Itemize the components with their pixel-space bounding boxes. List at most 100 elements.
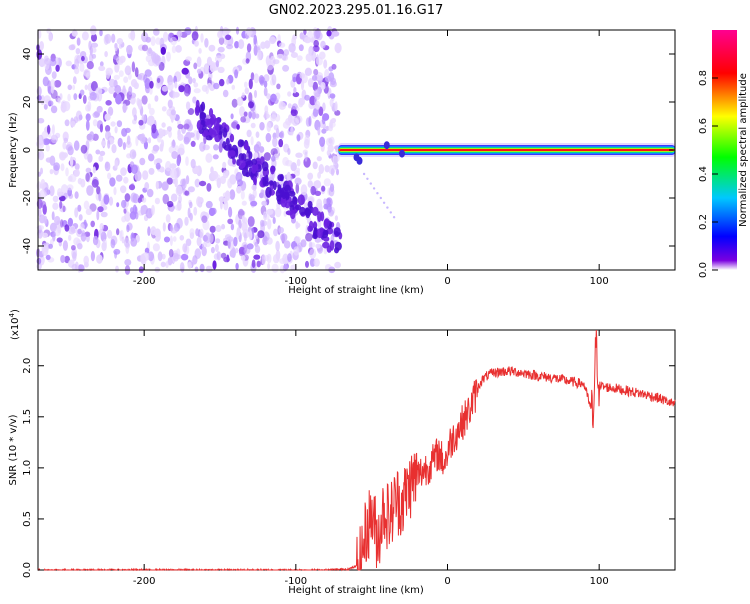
noise-speckle — [132, 193, 140, 204]
noise-speckle — [104, 33, 112, 44]
x-tick-label: -200 — [133, 576, 156, 587]
noise-speckle — [168, 248, 174, 258]
noise-speckle — [98, 229, 104, 236]
noise-speckle — [108, 196, 114, 206]
noise-speckle — [227, 178, 233, 189]
noise-speckle — [38, 58, 46, 68]
noise-speckle — [73, 93, 78, 101]
noise-speckle — [296, 55, 303, 61]
noise-speckle — [155, 162, 161, 170]
noise-speckle — [322, 102, 326, 112]
noise-speckle — [305, 232, 313, 242]
noise-speckle — [307, 172, 314, 180]
noise-speckle — [218, 196, 225, 203]
noise-speckle — [174, 145, 179, 151]
noise-speckle — [311, 36, 315, 42]
noise-speckle — [290, 52, 298, 58]
noise-speckle — [250, 122, 256, 129]
noise-speckle — [107, 106, 114, 117]
noise-speckle — [226, 44, 234, 50]
noise-streak-speckle — [200, 101, 206, 112]
noise-speckle — [187, 207, 191, 219]
noise-speckle — [199, 141, 206, 152]
noise-speckle — [86, 185, 94, 196]
noise-speckle — [67, 84, 73, 91]
noise-speckle — [105, 130, 111, 141]
noise-streak-speckle — [210, 114, 217, 125]
noise-speckle — [265, 111, 269, 119]
noise-speckle — [167, 99, 173, 109]
noise-speckle — [49, 185, 55, 197]
noise-speckle — [203, 63, 210, 75]
noise-speckle — [206, 183, 212, 192]
snr-x-ticks: -200 -100 0 100 — [133, 330, 609, 587]
noise-speckle — [99, 123, 103, 133]
signal-band-layer-5 — [338, 149, 675, 151]
noise-speckle — [271, 74, 277, 86]
noise-streak-speckle — [272, 180, 277, 191]
noise-speckle — [328, 124, 333, 132]
noise-speckle — [193, 206, 198, 216]
noise-speckle — [120, 167, 127, 176]
noise-speckle — [40, 178, 46, 190]
noise-speckle — [287, 253, 292, 263]
noise-speckle — [239, 106, 245, 117]
noise-speckle — [295, 182, 300, 194]
noise-speckle — [247, 216, 255, 227]
noise-speckle — [177, 147, 185, 156]
noise-speckle — [78, 264, 85, 272]
noise-speckle — [196, 236, 202, 247]
noise-speckle — [331, 117, 337, 124]
noise-speckle — [83, 255, 89, 265]
noise-speckle — [253, 73, 259, 84]
noise-speckle — [246, 243, 254, 250]
noise-speckle — [299, 72, 305, 79]
noise-speckle — [272, 136, 278, 148]
noise-speckle — [42, 232, 48, 238]
noise-speckle — [208, 71, 213, 81]
noise-speckle — [228, 206, 233, 218]
noise-speckle — [266, 93, 271, 100]
noise-speckle — [85, 113, 91, 122]
noise-speckle — [185, 238, 192, 247]
noise-speckle — [85, 167, 92, 173]
noise-speckle — [77, 243, 83, 250]
noise-speckle — [42, 76, 49, 87]
noise-speckle — [150, 36, 156, 47]
noise-streak-speckle — [288, 190, 296, 197]
noise-speckle — [85, 104, 91, 112]
noise-speckle — [76, 37, 81, 46]
noise-speckle — [48, 33, 53, 42]
noise-speckle — [323, 203, 329, 210]
noise-speckle — [296, 158, 301, 167]
noise-speckle — [184, 27, 192, 36]
noise-speckle — [222, 89, 229, 98]
noise-speckle — [304, 36, 312, 44]
noise-speckle — [165, 160, 172, 172]
noise-speckle — [325, 75, 332, 83]
noise-speckle — [77, 204, 82, 212]
noise-speckle — [67, 146, 74, 156]
noise-speckle — [181, 67, 189, 75]
noise-speckle — [142, 252, 150, 262]
noise-speckle — [213, 144, 219, 151]
noise-speckle — [303, 29, 307, 35]
noise-speckle — [227, 218, 234, 225]
noise-speckle — [64, 119, 70, 127]
noise-speckle — [169, 168, 177, 179]
noise-speckle — [199, 263, 205, 273]
noise-speckle — [114, 64, 120, 73]
noise-speckle — [73, 116, 79, 124]
noise-speckle — [122, 85, 126, 96]
noise-speckle — [57, 188, 63, 198]
noise-speckle — [311, 75, 318, 81]
spectrogram-noise-region — [35, 25, 343, 275]
noise-streak-speckle — [222, 127, 228, 138]
noise-speckle — [158, 61, 165, 71]
noise-speckle — [144, 69, 152, 77]
noise-speckle — [307, 78, 314, 88]
noise-streak-speckle — [268, 180, 274, 186]
noise-speckle — [201, 246, 207, 257]
noise-speckle — [334, 110, 341, 116]
noise-speckle — [292, 76, 297, 83]
